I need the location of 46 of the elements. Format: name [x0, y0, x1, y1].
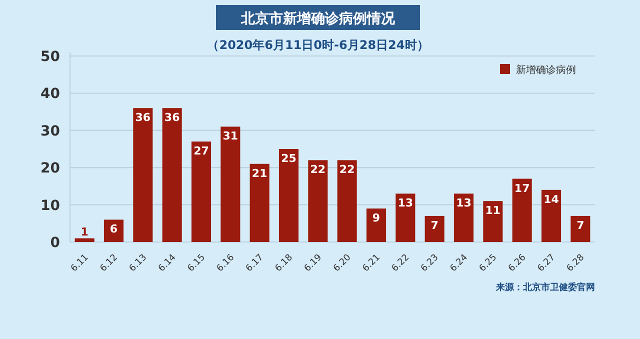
data-label: 21	[252, 166, 268, 180]
y-tick-label: 40	[40, 86, 60, 102]
bar	[308, 160, 328, 242]
chart-subtitle: （2020年6月11日0时-6月28日24时）	[207, 38, 429, 52]
data-label: 9	[372, 212, 380, 225]
bar	[220, 126, 240, 242]
data-label: 27	[194, 144, 209, 158]
bar	[162, 108, 182, 242]
bar	[570, 216, 590, 242]
data-label: 13	[398, 196, 414, 210]
bar	[424, 216, 444, 242]
source-note: 来源：北京市卫健委官网	[495, 282, 595, 293]
y-tick-label: 10	[40, 198, 60, 214]
bar	[74, 238, 94, 242]
bar	[337, 160, 357, 242]
bar	[104, 220, 124, 242]
bar	[483, 201, 503, 242]
data-label: 6	[110, 222, 118, 236]
bar	[278, 149, 299, 242]
bar	[366, 208, 386, 242]
bar	[396, 194, 416, 242]
data-label: 36	[135, 111, 151, 124]
chart-title: 北京市新增确诊病例情况	[240, 10, 396, 27]
bar	[541, 190, 562, 242]
y-tick-label: 0	[50, 235, 60, 251]
legend-label: 新增确诊病例	[516, 64, 576, 76]
data-label: 36	[164, 111, 180, 124]
bar	[250, 164, 270, 242]
data-label: 11	[485, 204, 501, 218]
data-label: 14	[544, 192, 560, 206]
data-label: 7	[576, 218, 584, 232]
bar	[512, 178, 532, 242]
data-label: 1	[80, 225, 88, 238]
y-tick-label: 30	[40, 123, 60, 140]
y-tick-label: 20	[40, 160, 60, 177]
data-label: 7	[430, 218, 438, 232]
data-label: 22	[310, 163, 326, 176]
data-label: 13	[456, 196, 472, 210]
data-label: 17	[514, 182, 530, 195]
data-label: 22	[339, 163, 355, 176]
bar	[133, 108, 153, 242]
data-label: 25	[281, 152, 296, 165]
y-tick-label: 50	[40, 49, 60, 65]
data-label: 31	[222, 130, 238, 143]
bar	[454, 194, 474, 242]
bar	[191, 142, 212, 242]
